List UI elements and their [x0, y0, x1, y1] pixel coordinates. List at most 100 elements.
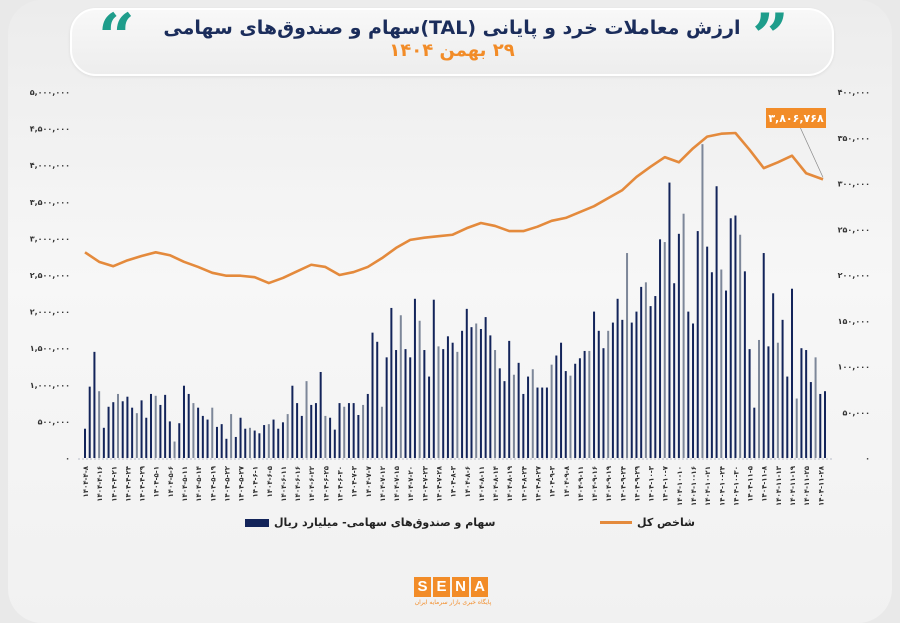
bar	[663, 242, 666, 458]
bar	[583, 350, 586, 458]
bar	[781, 319, 784, 458]
bar	[550, 364, 553, 458]
bar	[626, 253, 629, 458]
bar	[305, 381, 308, 458]
bar	[178, 423, 181, 458]
bar	[748, 349, 751, 458]
x-tick-label: ۱۴۰۴-۸-۳	[450, 465, 458, 497]
right-axis-tick-label: ۱۰۰,۰۰۰	[838, 363, 870, 372]
x-tick-label: ۱۴۰۴-۷-۲۰	[407, 466, 415, 502]
bar	[347, 403, 350, 458]
logo-letter: A	[471, 577, 488, 597]
bar	[244, 428, 247, 458]
x-tick-label: ۱۴۰۴-۱۰-۲۴	[718, 465, 726, 506]
bar	[602, 348, 605, 458]
bar	[239, 417, 242, 458]
right-axis-tick-label: ۵۰,۰۰۰	[843, 408, 870, 417]
bar	[743, 271, 746, 458]
x-tick-label: ۱۴۰۴-۹-۸	[563, 465, 571, 497]
x-tick-label: ۱۴۰۴-۶-۲۲	[308, 465, 316, 501]
bar	[729, 218, 732, 458]
x-tick-label: ۱۴۰۴-۱۰-۱۶	[690, 466, 698, 506]
x-tick-label: ۱۴۰۴-۸-۲۴	[520, 465, 528, 501]
bar	[701, 144, 704, 458]
bar	[437, 346, 440, 458]
x-tick-label: ۱۴۰۴-۵-۶	[167, 466, 175, 497]
x-tick-label: ۱۴۰۴-۷-۳	[351, 465, 359, 497]
quote-open-icon: “	[98, 0, 135, 75]
bar	[281, 422, 284, 458]
logo-letter: S	[414, 577, 431, 597]
bar	[484, 317, 487, 458]
bar	[800, 348, 803, 458]
bar	[560, 342, 563, 458]
x-tick-label: ۱۴۰۴-۶-۲۵	[322, 465, 330, 501]
bar	[489, 335, 492, 458]
bar	[267, 424, 270, 458]
bar	[564, 371, 567, 458]
bar	[451, 342, 454, 458]
bar	[809, 382, 812, 458]
x-tick-label: ۱۴۰۴-۱۰-۲۱	[704, 466, 712, 506]
bar	[102, 427, 105, 458]
bar	[479, 328, 482, 458]
bar	[588, 350, 591, 458]
bar	[116, 393, 119, 458]
bar	[211, 407, 214, 458]
bar	[324, 415, 327, 458]
legend-item-bars: سهام و صندوق‌های سهامی- میلیارد ریال	[245, 516, 495, 529]
left-axis-tick-label: ۱,۰۰۰,۰۰۰	[30, 381, 70, 390]
legend-swatch-bars	[245, 518, 269, 527]
bar	[545, 387, 548, 458]
right-axis-tick-label: ۲۰۰,۰۰۰	[838, 271, 870, 280]
bar	[649, 306, 652, 458]
bar	[187, 393, 190, 458]
bar	[258, 433, 261, 458]
bar	[215, 426, 218, 458]
bar	[272, 419, 275, 458]
bar	[772, 293, 775, 458]
quote-close-icon: ”	[752, 0, 789, 75]
bar	[673, 283, 676, 458]
x-tick-label: ۱۴۰۴-۱۱-۵	[747, 465, 755, 501]
bar	[593, 311, 596, 458]
bar	[814, 357, 817, 458]
x-tick-label: ۱۴۰۴-۷-۱۲	[379, 465, 387, 501]
bar	[357, 414, 360, 458]
bar	[494, 350, 497, 458]
x-tick-label: ۱۴۰۴-۴-۱۶	[96, 466, 104, 502]
bar	[263, 425, 266, 458]
bar	[725, 290, 728, 458]
bar	[597, 330, 600, 458]
bar	[352, 403, 355, 458]
bar	[442, 349, 445, 458]
bar	[159, 404, 162, 458]
sena-logo: S E N A	[414, 577, 488, 597]
bar	[380, 406, 383, 458]
bar	[409, 357, 412, 458]
bar	[720, 269, 723, 458]
bar	[192, 403, 195, 458]
bar	[456, 351, 459, 458]
bar	[343, 406, 346, 458]
bar	[578, 358, 581, 458]
x-tick-label: ۱۴۰۴-۷-۷	[365, 465, 373, 497]
bar	[201, 415, 204, 458]
x-tick-label: ۱۴۰۴-۸-۱۱	[478, 466, 486, 502]
right-axis-tick-label: ۴۰۰,۰۰۰	[838, 88, 870, 97]
bar	[630, 322, 633, 458]
x-tick-label: ۱۴۰۴-۸-۶	[464, 466, 472, 497]
bar	[512, 374, 515, 458]
bar	[734, 215, 737, 458]
bar	[758, 339, 761, 458]
index-line	[84, 131, 824, 285]
bar	[715, 186, 718, 458]
legend-label-line: شاخص کل	[637, 516, 695, 529]
bar	[644, 282, 647, 458]
x-tick-label: ۱۴۰۴-۹-۲۹	[633, 465, 641, 501]
legend-label-bars: سهام و صندوق‌های سهامی- میلیارد ریال	[274, 516, 496, 529]
right-axis-tick-label: ۳۰۰,۰۰۰	[838, 180, 870, 189]
x-tick-label: ۱۴۰۴-۷-۲۳	[421, 465, 429, 501]
bar	[126, 396, 129, 458]
